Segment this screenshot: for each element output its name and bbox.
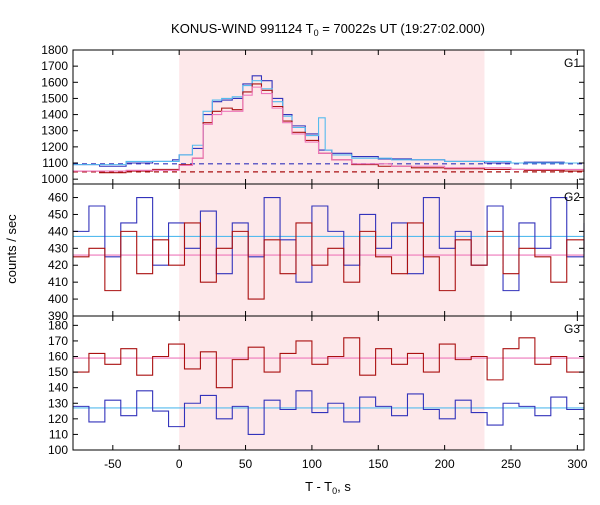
g2-y-tick-label: 430 xyxy=(48,241,68,255)
g1-y-tick-label: 1100 xyxy=(42,156,68,170)
g1-y-tick-label: 1200 xyxy=(41,140,68,154)
g1-y-tick-label: 1000 xyxy=(41,172,68,186)
g1-series-pink xyxy=(73,86,585,172)
plot-layer: 100011001200130014001500160017001800G139… xyxy=(41,43,587,471)
g2-y-tick-label: 450 xyxy=(48,207,68,221)
g2-series-red xyxy=(73,222,585,300)
g2-y-tick-label: 460 xyxy=(48,191,68,205)
x-tick-label: 250 xyxy=(501,457,521,471)
g2-y-tick-label: 440 xyxy=(48,224,68,238)
highlight-interval xyxy=(179,50,485,450)
g3-series-red xyxy=(73,337,585,389)
g1-panel-label: G1 xyxy=(564,56,580,70)
x-tick-label: 150 xyxy=(368,457,388,471)
g1-y-tick-label: 1500 xyxy=(41,91,68,105)
x-axis-label: T - T0, s xyxy=(305,479,351,496)
g2-y-tick-label: 420 xyxy=(48,258,68,272)
g1-y-tick-label: 1700 xyxy=(41,59,68,73)
g3-y-tick-label: 170 xyxy=(48,334,68,348)
g3-panel-frame xyxy=(72,315,585,451)
g2-panel-label: G2 xyxy=(564,190,580,204)
x-tick-label: 50 xyxy=(239,457,253,471)
g3-y-tick-label: 130 xyxy=(48,396,68,410)
x-tick-label: 100 xyxy=(302,457,322,471)
g3-y-tick-label: 140 xyxy=(48,381,68,395)
g2-y-tick-label: 400 xyxy=(48,292,68,306)
x-tick-label: -50 xyxy=(104,457,122,471)
g3-y-tick-label: 110 xyxy=(49,427,68,441)
g1-y-tick-label: 1300 xyxy=(41,124,68,138)
x-tick-label: 200 xyxy=(435,457,455,471)
g3-y-tick-label: 160 xyxy=(48,350,68,364)
g3-series-blue xyxy=(73,390,585,435)
g3-panel-label: G3 xyxy=(564,322,580,336)
g3-y-tick-label: 100 xyxy=(48,443,68,457)
chart-title: KONUS-WIND 991124 T0 = 70022s UT (19:27:… xyxy=(171,21,485,38)
g3-y-tick-label: 150 xyxy=(48,365,68,379)
g3-y-tick-label: 120 xyxy=(48,412,68,426)
x-tick-label: 300 xyxy=(567,457,587,471)
y-axis-label: counts / sec xyxy=(4,214,19,284)
g1-y-tick-label: 1400 xyxy=(41,108,68,122)
g2-y-tick-label: 390 xyxy=(48,309,68,323)
g1-y-tick-label: 1600 xyxy=(41,75,68,89)
g1-y-tick-label: 1800 xyxy=(41,43,68,57)
g2-y-tick-label: 410 xyxy=(48,275,68,289)
g3-y-tick-label: 180 xyxy=(48,318,68,332)
x-tick-label: 0 xyxy=(176,457,183,471)
